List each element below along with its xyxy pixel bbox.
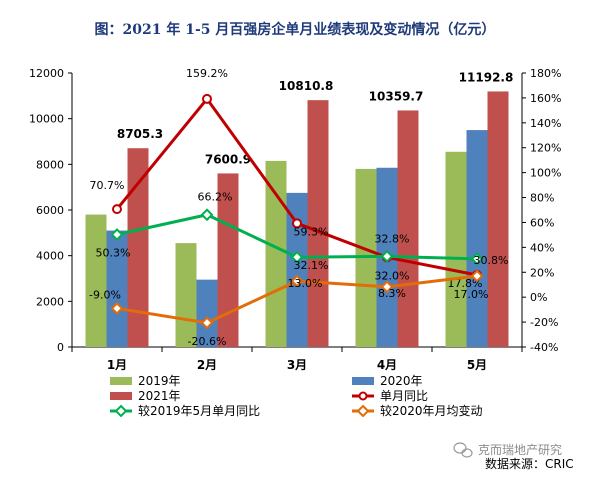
watermark-text: 克而瑞地产研究	[478, 442, 562, 457]
y-tick-label-right: 140%	[530, 117, 561, 130]
chart-title: 图：2021 年 1-5 月百强房企单月业绩表现及变动情况（亿元）	[95, 21, 496, 38]
legend-marker	[356, 404, 370, 418]
line-value-label: -20.6%	[188, 335, 227, 348]
line-marker	[200, 208, 214, 222]
bar	[466, 130, 488, 347]
x-tick-label: 2月	[197, 358, 217, 372]
y-tick-label-left: 2000	[36, 295, 64, 308]
legend-swatch	[110, 377, 132, 385]
bar	[106, 230, 128, 347]
x-tick-label: 5月	[467, 358, 487, 372]
y-tick-label-right: 60%	[530, 216, 554, 229]
legend-label: 2020年	[380, 374, 423, 388]
legend-marker	[358, 391, 368, 401]
line-marker	[112, 204, 122, 215]
y-tick-label-right: 180%	[530, 67, 561, 80]
wechat-icon	[453, 442, 467, 454]
line-value-label: 59.3%	[294, 225, 329, 238]
bar	[286, 192, 308, 347]
legend-swatch	[110, 392, 132, 400]
line-value-label: 66.2%	[198, 191, 233, 204]
line-marker	[470, 252, 484, 266]
y-tick-label-left: 12000	[29, 67, 64, 80]
y-tick-label-right: 40%	[530, 241, 554, 254]
y-tick-label-left: 8000	[36, 158, 64, 171]
legend-swatch	[352, 377, 374, 385]
bar	[397, 110, 419, 347]
line-marker	[110, 228, 124, 241]
line-marker	[290, 250, 304, 264]
wechat-icon-small	[461, 448, 473, 458]
line-marker	[200, 316, 214, 330]
line-marker	[380, 249, 394, 263]
bar-value-label: 10810.8	[279, 79, 334, 93]
legend-label: 2021年	[138, 389, 181, 403]
watermark: 克而瑞地产研究	[453, 442, 562, 458]
bar	[196, 279, 218, 347]
line-marker	[202, 93, 212, 104]
data-source: 数据来源：CRIC	[485, 456, 574, 471]
line-value-label: 30.8%	[474, 254, 509, 267]
line-marker	[470, 269, 484, 283]
bar-value-label: 7600.9	[205, 152, 251, 166]
y-tick-label-left: 4000	[36, 250, 64, 263]
bar-value-label: 8705.3	[117, 127, 163, 141]
y-tick-label-right: -40%	[530, 341, 558, 354]
y-tick-label-right: -20%	[530, 316, 558, 329]
y-tick-label-right: 100%	[530, 167, 561, 180]
y-tick-label-left: 6000	[36, 204, 64, 217]
bar	[85, 214, 107, 347]
y-tick-label-left: 10000	[29, 113, 64, 126]
line-marker	[290, 274, 304, 288]
line-value-label: -9.0%	[89, 288, 121, 301]
bar-value-label: 10359.7	[369, 89, 424, 103]
line-value-label: 8.3%	[378, 287, 406, 300]
x-tick-label: 3月	[287, 358, 307, 372]
line-value-label: 32.1%	[294, 259, 329, 272]
bar	[217, 173, 239, 347]
y-tick-label-right: 0%	[530, 291, 547, 304]
bar	[175, 243, 197, 347]
bar-value-label: 11192.8	[459, 70, 514, 84]
line-value-label: 13.0%	[288, 277, 323, 290]
line-value-label: 159.2%	[186, 67, 228, 80]
line-value-label: 70.7%	[90, 179, 125, 192]
line-marker	[110, 301, 124, 315]
line-marker	[292, 218, 302, 229]
bar	[265, 160, 287, 347]
line-value-label: 17.0%	[454, 288, 489, 301]
bar	[127, 148, 149, 347]
legend-label: 2019年	[138, 374, 181, 388]
legend-label: 单月同比	[380, 389, 428, 403]
y-tick-label-right: 20%	[530, 266, 554, 279]
line-value-label: 17.8%	[448, 277, 483, 290]
y-tick-label-left: 0	[57, 341, 64, 354]
bar	[445, 151, 467, 347]
y-tick-label-right: 80%	[530, 192, 554, 205]
legend-marker	[114, 404, 128, 418]
bar	[487, 91, 509, 348]
legend-label: 较2020年月均变动	[380, 403, 483, 418]
line-value-label: 50.3%	[96, 247, 131, 260]
legend-label: 较2019年5月单月同比	[138, 403, 260, 418]
x-tick-label: 4月	[377, 358, 397, 372]
line-value-label: 32.8%	[375, 232, 410, 245]
line-marker	[380, 280, 394, 294]
x-tick-label: 1月	[107, 358, 127, 372]
line-value-label: 32.0%	[375, 269, 410, 282]
y-tick-label-right: 120%	[530, 142, 561, 155]
bar	[307, 100, 329, 347]
y-tick-label-right: 160%	[530, 92, 561, 105]
